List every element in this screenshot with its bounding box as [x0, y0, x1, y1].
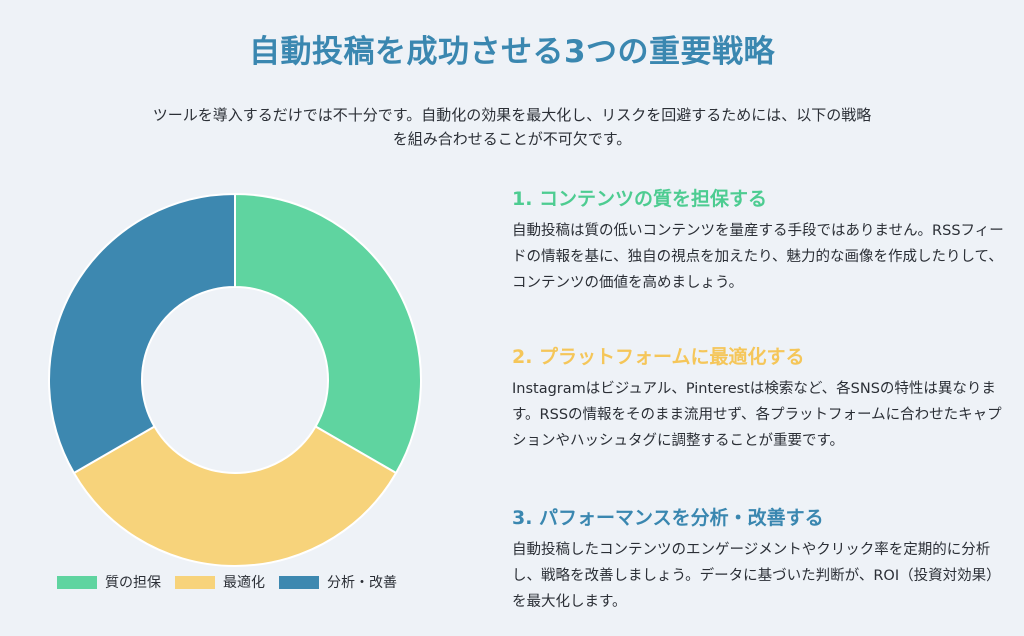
- strategy-section-3: 3. パフォーマンスを分析・改善する 自動投稿したコンテンツのエンゲージメントや…: [512, 505, 1012, 615]
- legend-swatch-quality: [57, 575, 97, 589]
- intro-line-2: を組み合わせることが不可欠です。: [392, 130, 632, 148]
- intro-text: ツールを導入するだけでは不十分です。自動化の効果を最大化し、リスクを回避するため…: [70, 103, 954, 151]
- legend-swatch-analyze: [279, 575, 319, 589]
- donut-slice-quality[interactable]: [234, 192, 422, 475]
- intro-line-1: ツールを導入するだけでは不十分です。自動化の効果を最大化し、リスクを回避するため…: [152, 106, 872, 124]
- legend-swatch-optimize: [175, 575, 215, 589]
- strategy-heading-2: 2. プラットフォームに最適化する: [512, 346, 805, 368]
- legend-item-optimize[interactable]: 最適化: [175, 572, 265, 592]
- donut-slice-optimize[interactable]: [72, 425, 398, 567]
- legend-label-analyze: 分析・改善: [327, 575, 397, 591]
- legend-item-quality[interactable]: 質の担保: [57, 572, 161, 592]
- donut-chart: [40, 185, 430, 575]
- legend-label-quality: 質の担保: [105, 575, 161, 591]
- strategy-section-1: 1. コンテンツの質を担保する 自動投稿は質の低いコンテンツを量産する手段ではあ…: [512, 186, 1012, 296]
- page-title: 自動投稿を成功させる3つの重要戦略: [248, 34, 776, 70]
- strategy-section-2: 2. プラットフォームに最適化する Instagramはビジュアル、Pinter…: [512, 344, 1012, 454]
- legend-item-analyze[interactable]: 分析・改善: [279, 572, 397, 592]
- donut-slice-analyze[interactable]: [48, 192, 236, 475]
- strategy-heading-1: 1. コンテンツの質を担保する: [512, 188, 768, 210]
- chart-legend: 質の担保 最適化 分析・改善: [57, 572, 417, 592]
- strategy-body-2: Instagramはビジュアル、Pinterestは検索など、各SNSの特性は異…: [512, 381, 1002, 449]
- strategy-body-3: 自動投稿したコンテンツのエンゲージメントやクリック率を定期的に分析し、戦略を改善…: [512, 542, 1001, 610]
- donut-chart-svg: [48, 192, 422, 567]
- legend-label-optimize: 最適化: [223, 575, 265, 591]
- strategy-heading-3: 3. パフォーマンスを分析・改善する: [512, 507, 824, 529]
- strategy-body-1: 自動投稿は質の低いコンテンツを量産する手段ではありません。RSSフィードの情報を…: [512, 223, 1004, 291]
